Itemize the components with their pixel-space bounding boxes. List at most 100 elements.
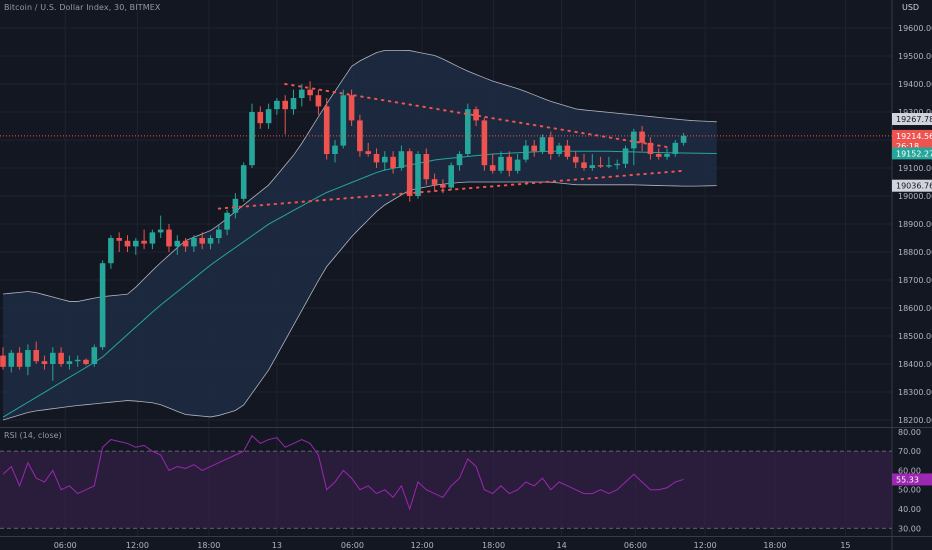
candle-body [340,95,347,146]
candle-body [597,165,604,167]
candle-body [564,145,571,157]
chart-title: Bitcoin / U.S. Dollar Index, 30, BITMEX [4,3,161,12]
candle-body [406,151,413,196]
lower-price-badge: 19036.76 [892,179,932,192]
time-tick-label: 15 [840,541,850,550]
price-tick-label: 18800.00 [898,248,932,257]
candle [448,162,454,191]
candle-body [332,145,338,154]
candle [614,159,620,170]
candle [33,341,39,364]
candle [315,89,322,115]
rsi-title: RSI (14, close) [4,431,62,440]
price-tick-label: 19100.00 [898,164,932,173]
candle [323,98,330,160]
time-tick-label: 12:00 [411,541,434,550]
candle-body [440,184,446,188]
badge-background [892,473,932,486]
candle [340,89,347,149]
price-tick-label: 18400.00 [898,360,932,369]
bollinger-band-fill [3,50,717,421]
candle-body [174,240,181,247]
candle [91,344,98,367]
currency-label[interactable]: USD [902,3,920,12]
candle-body [357,120,363,152]
bollinger-lower-line [2,181,717,421]
candle-body [16,352,23,367]
candle [373,148,380,168]
candle [25,344,31,376]
candle [639,126,645,152]
candle-body [589,165,596,168]
candle [41,355,48,370]
upper-trendline [284,83,668,148]
rsi-tick-label: 30.00 [898,524,921,533]
candle [16,347,23,370]
candle [133,238,139,255]
candle [506,151,513,177]
candle [174,235,181,255]
candle [149,229,156,250]
candle-body [323,106,330,154]
rsi-tick-label: 70.00 [898,447,921,456]
candle [597,156,604,168]
time-tick-label: 14 [556,541,566,550]
candle-body [498,156,504,171]
candle [398,145,405,171]
candle-body [199,238,205,244]
candle [431,173,438,191]
candle [664,148,670,160]
candle [655,148,662,160]
candle [564,140,571,160]
candle-body [307,89,313,96]
candle-body [149,232,156,244]
grid-lines [0,0,892,536]
candle-body [647,142,654,154]
candle [66,355,73,370]
rsi-tick-label: 80.00 [898,428,921,437]
candle-body [299,89,305,98]
badge-text: 19214.56 [896,132,932,141]
candle-body [531,145,537,152]
rsi-pane [0,434,892,529]
price-tick-label: 18600.00 [898,304,932,313]
rsi-tick-label: 60.00 [898,466,921,475]
candle [232,193,239,219]
badge-background [892,129,932,142]
candle-body [66,361,73,364]
candle-body [365,151,371,154]
candle [74,355,81,367]
candle-body [182,240,189,247]
candle [307,81,313,101]
candle [58,347,64,367]
price-tick-label: 19400.00 [898,80,932,89]
candles [0,81,687,381]
candle [191,235,197,252]
candle [299,84,305,107]
badge-text: 19267.78 [896,115,932,124]
candle-body [398,151,405,168]
lower-trendline [217,169,685,210]
candle [622,145,629,168]
candle [99,260,106,350]
time-tick-label: 06:00 [341,541,364,550]
candle [456,151,463,171]
candle [199,232,205,250]
candle-body [572,156,579,163]
rsi-band-fill [0,451,892,529]
time-tick-label: 13 [272,541,282,550]
price-tick-label: 19300.00 [898,108,932,117]
candle-body [581,162,587,168]
candle-body [257,112,264,124]
candle-body [157,229,164,233]
candle-body [373,154,380,163]
candle [83,358,89,366]
candle-body [415,154,421,196]
candle [406,148,413,202]
time-tick-label: 12:00 [694,541,717,550]
candle [473,106,479,126]
price-tick-label: 18700.00 [898,276,932,285]
candle-body [99,263,106,348]
time-tick-label: 18:00 [763,541,786,550]
